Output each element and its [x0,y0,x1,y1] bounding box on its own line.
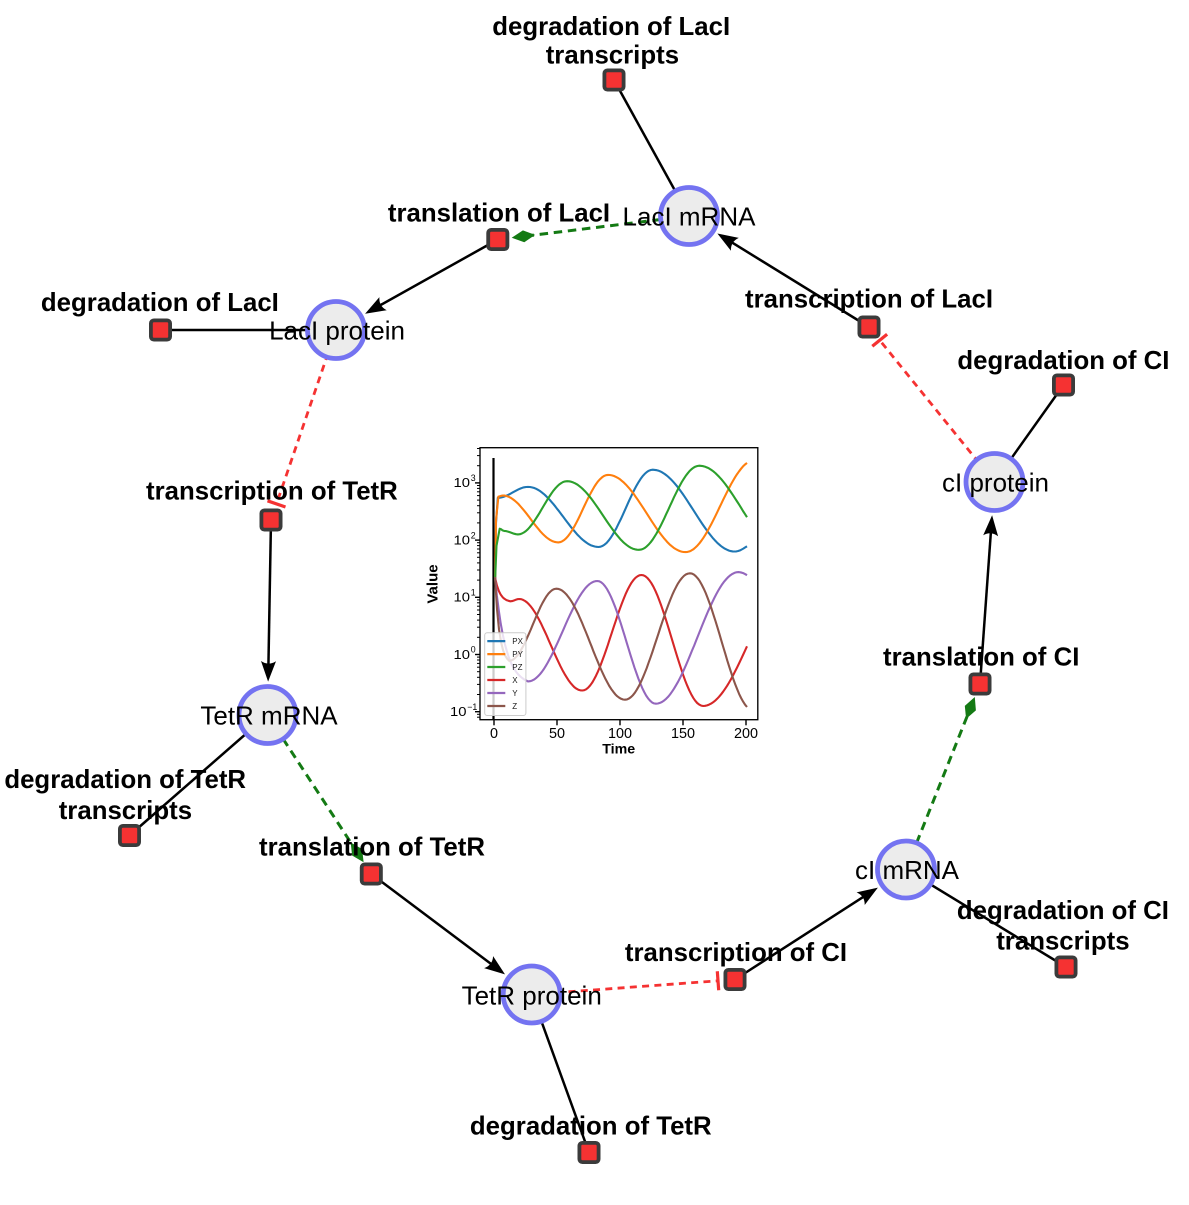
svg-text:TetR mRNA: TetR mRNA [200,700,338,730]
svg-text:translation of TetR: translation of TetR [259,834,485,862]
svg-text:degradation of CI: degradation of CI [957,347,1169,375]
svg-text:2: 2 [471,530,476,540]
svg-text:translation of CI: translation of CI [883,644,1079,672]
svg-text:X: X [512,676,518,685]
svg-text:transcription of TetR: transcription of TetR [146,478,398,506]
svg-text:degradation of LacI: degradation of LacI [492,13,730,41]
svg-text:LacI mRNA: LacI mRNA [623,201,757,231]
svg-text:−1: −1 [467,702,477,712]
svg-text:TetR protein: TetR protein [462,980,602,1010]
svg-text:transcripts: transcripts [996,928,1129,956]
svg-text:PX: PX [512,637,523,646]
svg-text:3: 3 [471,473,476,483]
svg-text:10: 10 [454,475,471,490]
svg-text:transcription of LacI: transcription of LacI [745,285,993,313]
svg-text:translation of LacI: translation of LacI [388,199,610,227]
svg-text:10: 10 [454,532,471,547]
svg-text:cI mRNA: cI mRNA [855,855,960,885]
svg-text:1: 1 [471,588,476,598]
svg-text:Time: Time [602,742,635,758]
svg-text:cI protein: cI protein [942,467,1049,497]
svg-text:0: 0 [490,726,498,742]
svg-text:0: 0 [471,645,476,655]
svg-text:10: 10 [450,704,467,719]
svg-text:PZ: PZ [512,663,522,672]
svg-text:50: 50 [549,726,565,742]
svg-text:transcripts: transcripts [59,797,192,825]
svg-text:PY: PY [512,650,523,659]
svg-text:degradation of TetR: degradation of TetR [470,1113,712,1141]
svg-text:100: 100 [608,726,632,742]
svg-text:150: 150 [671,726,695,742]
svg-text:transcripts: transcripts [546,42,679,70]
svg-text:Y: Y [512,689,518,698]
svg-text:LacI protein: LacI protein [269,315,405,345]
svg-text:degradation of CI: degradation of CI [957,897,1169,925]
svg-text:degradation of TetR: degradation of TetR [4,766,246,794]
svg-text:transcription of CI: transcription of CI [625,939,847,967]
svg-text:10: 10 [454,590,471,605]
svg-text:degradation of LacI: degradation of LacI [41,289,279,317]
svg-text:Z: Z [512,702,517,711]
svg-text:200: 200 [734,726,758,742]
svg-text:Value: Value [425,564,442,603]
svg-text:10: 10 [454,647,471,662]
